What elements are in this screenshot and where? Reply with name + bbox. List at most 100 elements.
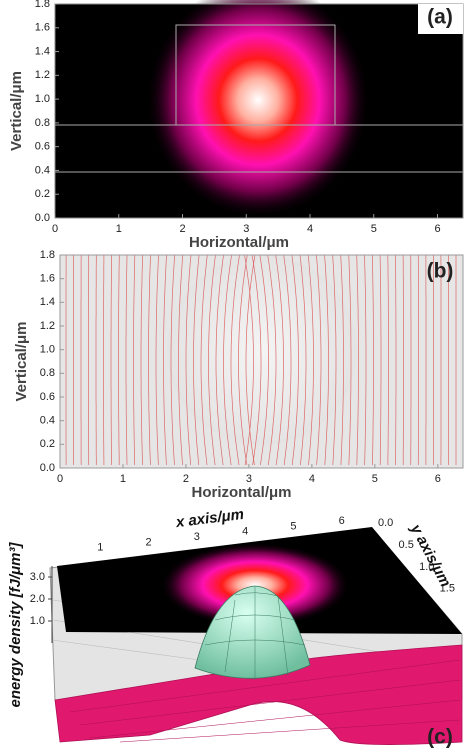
- y-tick-label: 0.0: [40, 462, 55, 474]
- field-line: [332, 254, 337, 466]
- mesh-line: [204, 587, 306, 680]
- peak-mesh: [204, 587, 306, 680]
- x-tick-label: 1: [97, 542, 103, 554]
- panel-b: [59, 254, 464, 469]
- field-line: [215, 254, 224, 466]
- field-line: [200, 254, 208, 466]
- panel-label: (b): [427, 260, 454, 283]
- field-line: [299, 254, 307, 466]
- surface-mesh: [69, 659, 461, 743]
- field-line: [185, 254, 192, 466]
- y-tick-label: 0.0: [35, 212, 50, 224]
- x-tick-label: 1: [120, 473, 126, 485]
- panel-c: [49, 527, 463, 745]
- y-tick-label: 0.8: [40, 367, 55, 379]
- field-line: [118, 254, 120, 465]
- panel-label: (c): [427, 726, 453, 749]
- x-tick-label: 2: [146, 536, 152, 548]
- field-line: [379, 254, 382, 466]
- field-line: [364, 254, 367, 466]
- field-line: [324, 254, 329, 466]
- x-tick-label: 2: [183, 473, 189, 485]
- y-tick-label: 1.0: [419, 561, 434, 573]
- y-tick-label: 1.8: [35, 0, 50, 10]
- field-line: [348, 254, 352, 466]
- panel-label: (a): [427, 6, 453, 29]
- field-line: [275, 254, 284, 466]
- y-tick-label: 1.0: [40, 344, 55, 356]
- z-tick-label: 2.0: [30, 593, 45, 605]
- y-tick-label: 0.5: [399, 539, 414, 551]
- y-tick-label: 1.6: [35, 22, 50, 34]
- x-tick-label: 4: [307, 223, 313, 235]
- x-tick-label: 3: [243, 223, 249, 235]
- x-tick-label: 5: [290, 520, 296, 532]
- y-tick-label: 0.0: [378, 517, 393, 529]
- x-tick-label: 6: [434, 223, 440, 235]
- y-tick-label: 1.8: [40, 249, 55, 261]
- x-tick-label: 2: [179, 223, 185, 235]
- field-line: [387, 254, 389, 465]
- field-line: [170, 254, 176, 466]
- field-line: [316, 254, 322, 466]
- y-axis-title: Vertical/μm: [13, 321, 30, 401]
- x-tick-label: 6: [339, 515, 345, 527]
- field-line: [340, 254, 344, 466]
- mesh-line: [69, 659, 461, 743]
- z-tick-label: 3.0: [30, 571, 45, 583]
- field-line: [356, 254, 359, 466]
- field-line: [283, 254, 292, 466]
- field-line: [193, 254, 200, 466]
- y-tick-label: 0.6: [40, 391, 55, 403]
- x-tick-label: 3: [194, 531, 200, 543]
- x-tick-label: 5: [372, 473, 378, 485]
- y-tick-label: 0.8: [35, 117, 50, 129]
- field-line: [178, 254, 184, 466]
- y-tick-label: 0.2: [35, 188, 50, 200]
- panel-a: [54, 0, 464, 219]
- y-tick-label: 1.4: [40, 296, 55, 308]
- field-line: [267, 254, 277, 466]
- x-axis-title: Horizontal/μm: [191, 484, 291, 501]
- y-tick-label: 0.4: [35, 164, 50, 176]
- z-axis-title: energy density [fJ/μm³]: [7, 542, 24, 708]
- field-line: [395, 254, 397, 466]
- x-tick-label: 6: [435, 473, 441, 485]
- y-tick-label: 1.2: [35, 69, 50, 81]
- y-axis-title: Vertical/μm: [8, 71, 25, 151]
- label-box: [418, 4, 463, 34]
- y-tick-label: 1.2: [40, 320, 55, 332]
- top-heatmap: [160, 543, 350, 627]
- frame: [59, 254, 464, 469]
- y-tick-label: 1.5: [440, 583, 455, 595]
- mode-field: [146, 0, 370, 218]
- field-core: [167, 255, 357, 445]
- x-axis-title: Horizontal/μm: [189, 234, 289, 251]
- field-line: [291, 254, 299, 466]
- x-tick-label: 5: [371, 223, 377, 235]
- field-line: [155, 254, 159, 466]
- y-tick-label: 1.4: [35, 45, 50, 57]
- surface-peak: [194, 585, 311, 679]
- y-tick-label: 0.2: [40, 438, 55, 450]
- x-tick-label: 4: [309, 473, 315, 485]
- surface-base: [54, 644, 463, 745]
- x-tick-label: 3: [246, 473, 252, 485]
- field-line: [238, 254, 248, 466]
- field-line: [307, 254, 314, 466]
- x-tick-label: 1: [116, 223, 122, 235]
- field-line: [148, 254, 151, 466]
- y-tick-label: 0.4: [40, 415, 55, 427]
- x-tick-label: 0: [57, 473, 63, 485]
- field-line: [125, 254, 128, 466]
- field-line: [244, 254, 254, 466]
- y-tick-label: 1.0: [35, 93, 50, 105]
- wall-grid-line: [51, 639, 201, 661]
- field-line: [208, 254, 216, 466]
- x-tick-label: 0: [52, 223, 58, 235]
- field-line: [110, 254, 112, 466]
- field-line: [133, 254, 136, 466]
- x-axis-title: x axis/μm: [174, 506, 245, 531]
- x-tick-label: 4: [242, 526, 248, 538]
